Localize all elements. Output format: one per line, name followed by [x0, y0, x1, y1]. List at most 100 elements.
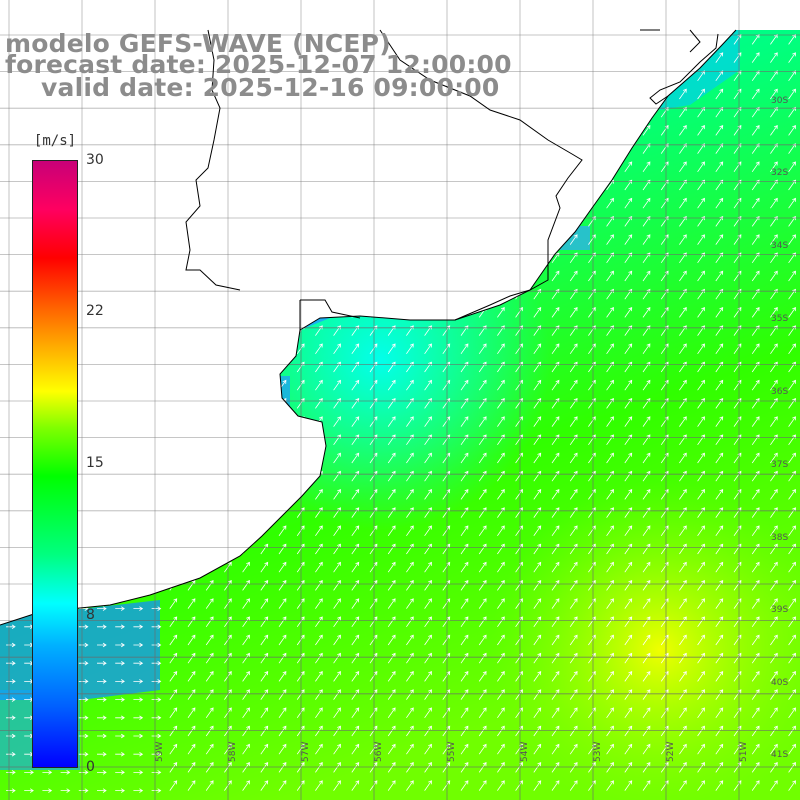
wind-arrow [351, 743, 360, 755]
wind-arrow [260, 743, 269, 755]
wind-arrow [424, 616, 432, 628]
wind-arrow [497, 525, 505, 537]
wind-arrow [442, 707, 451, 719]
wind-arrow [551, 561, 560, 573]
wind-arrow [387, 707, 396, 719]
wind-arrow [278, 561, 287, 573]
wind-arrow [497, 306, 505, 318]
wind-arrow [788, 689, 796, 700]
wind-arrow [715, 561, 724, 573]
wind-arrow [151, 733, 162, 739]
wind-arrow [715, 379, 724, 391]
wind-arrow [151, 642, 162, 648]
wind-arrow [770, 761, 778, 773]
wind-arrow [478, 488, 487, 500]
wind-arrow [78, 733, 89, 739]
wind-arrow [78, 624, 89, 630]
wind-arrow [78, 642, 89, 648]
wind-arrow [533, 598, 542, 609]
wind-arrow [624, 543, 633, 555]
wind-arrow [551, 579, 560, 591]
wind-arrow [460, 507, 469, 518]
wind-arrow [533, 689, 542, 700]
wind-arrow [351, 507, 360, 518]
wind-arrow [6, 733, 16, 739]
wind-arrow [187, 761, 196, 773]
wind-arrow [205, 598, 214, 609]
wind-arrow [333, 416, 341, 427]
lon-label: 54W [520, 741, 530, 762]
wind-arrow [751, 616, 760, 628]
wind-arrow [624, 616, 633, 628]
wind-arrow [788, 470, 796, 482]
wind-arrow [97, 624, 107, 630]
wind-arrow [406, 598, 414, 609]
wind-arrow [42, 788, 53, 793]
wind-arrow [788, 379, 796, 391]
wind-arrow [642, 525, 651, 537]
wind-arrow [770, 670, 778, 682]
wind-arrow [424, 598, 432, 609]
wind-arrow [715, 306, 724, 318]
wind-arrow [260, 634, 269, 646]
wind-arrow [624, 197, 633, 209]
wind-arrow [697, 416, 705, 427]
wind-arrow [260, 707, 269, 719]
wind-arrow [333, 470, 341, 482]
wind-arrow [679, 598, 687, 609]
wind-arrow [715, 197, 724, 209]
wind-arrow [533, 507, 542, 518]
wind-arrow [624, 561, 633, 573]
colorbar-tick-0: 0 [86, 759, 95, 775]
wind-arrow [606, 634, 614, 646]
wind-arrow [351, 761, 360, 773]
wind-arrow [697, 561, 705, 573]
wind-arrow [533, 725, 542, 737]
wind-arrow [151, 715, 162, 721]
wind-arrow [788, 743, 796, 755]
wind-arrow [624, 488, 633, 500]
wind-arrow [333, 525, 341, 537]
wind-arrow [606, 616, 614, 628]
wind-arrow [151, 606, 162, 611]
wind-arrow [715, 761, 724, 773]
wind-arrow [606, 452, 614, 464]
wind-arrow [551, 270, 560, 282]
wind-arrow [497, 689, 505, 700]
wind-arrow [624, 689, 633, 700]
wind-arrow [387, 452, 396, 464]
wind-arrow [133, 624, 144, 630]
wind-arrow [242, 743, 250, 755]
wind-arrow [751, 88, 760, 100]
wind-arrow [151, 697, 162, 702]
wind-arrow [242, 780, 250, 791]
wind-arrow [770, 416, 778, 427]
wind-arrow [115, 788, 125, 793]
wind-arrow [715, 725, 724, 737]
wind-arrow [333, 725, 341, 737]
wind-arrow [551, 379, 560, 391]
wind-arrow [606, 652, 614, 664]
wind-arrow [351, 379, 360, 391]
wind-arrow [424, 343, 432, 355]
wind-arrow [351, 725, 360, 737]
wind-arrow [369, 780, 378, 791]
wind-arrow [497, 725, 505, 737]
wind-arrow [351, 780, 360, 791]
wind-arrow [624, 470, 633, 482]
wind-arrow [642, 616, 651, 628]
wind-arrow [770, 725, 778, 737]
wind-arrow [205, 689, 214, 700]
wind-arrow [770, 598, 778, 609]
wind-arrow [679, 579, 687, 591]
wind-arrow [770, 543, 778, 555]
wind-arrow [697, 579, 705, 591]
wind-arrow [751, 634, 760, 646]
wind-arrow [278, 725, 287, 737]
wind-arrow [551, 416, 560, 427]
wind-arrow [6, 788, 16, 793]
wind-arrow [369, 634, 378, 646]
wind-arrow [424, 452, 432, 464]
wind-arrow [387, 780, 396, 791]
